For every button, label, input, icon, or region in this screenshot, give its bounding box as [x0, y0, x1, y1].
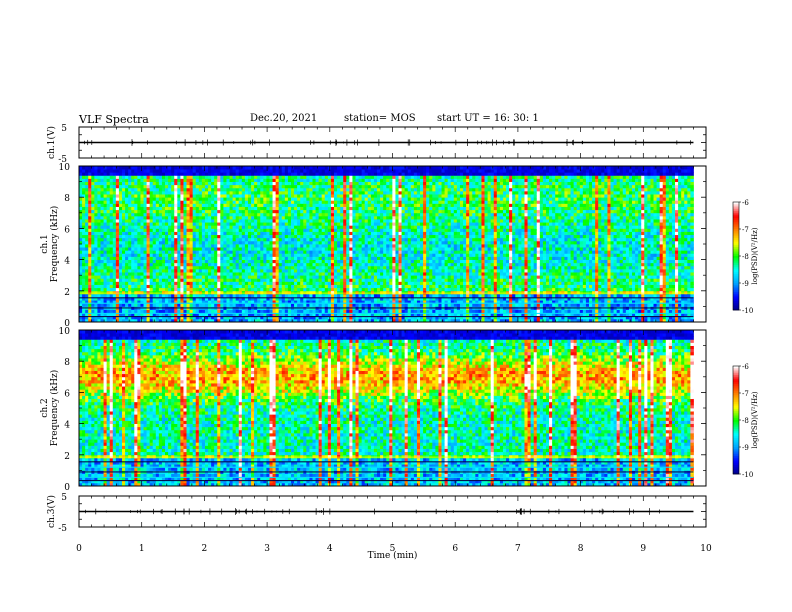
- ch2-spectrogram-ytick-0: 0: [64, 483, 70, 493]
- ch2-spectrogram-colorbar-label: log(PSD)(V²/Hz): [751, 391, 759, 448]
- xtick-0: 0: [76, 544, 82, 554]
- ch1-spectrogram-heatmap: [79, 166, 694, 322]
- xtick-2: 2: [202, 544, 208, 554]
- ch1-spectrogram-colorbar-tick-2: -8: [742, 253, 749, 261]
- xtick-10: 10: [700, 544, 712, 554]
- ch1-spectrogram-colorbar-tick-4: -10: [742, 307, 753, 315]
- ch2-spectrogram-colorbar-tick-1: -7: [742, 390, 749, 398]
- ch2-spectrogram-ytick-8: 8: [64, 358, 70, 368]
- ch1-spectrogram-ytick-10: 10: [59, 163, 71, 173]
- ch1-spectrogram-ytick-4: 4: [64, 257, 70, 267]
- ch2-spectrogram-colorbar: [733, 366, 741, 474]
- ch2-spectrogram-ylabel-channel: ch.2: [40, 398, 50, 417]
- ch3-signal-ytick-bottom: -5: [58, 524, 67, 534]
- xtick-9: 9: [640, 544, 646, 554]
- ch1-spectrogram-colorbar-tick-1: -7: [742, 226, 749, 234]
- ch2-spectrogram-heatmap: [79, 330, 694, 486]
- ch1-spectrogram-ytick-2: 2: [64, 288, 70, 298]
- ch1-spectrogram-colorbar: [733, 202, 741, 310]
- ch1-spectrogram-colorbar-tick-0: -6: [742, 199, 749, 207]
- ch1-spectrogram-colorbar-tick-3: -9: [742, 280, 749, 288]
- ch3-signal-ytick-top: 5: [61, 493, 67, 503]
- xtick-7: 7: [515, 544, 521, 554]
- ch3-signal-ylabel: ch.3(V): [46, 495, 57, 528]
- ch2-spectrogram-ytick-10: 10: [59, 327, 71, 337]
- x-axis-label: Time (min): [368, 550, 418, 561]
- ch1-spectrogram-ytick-6: 6: [64, 225, 70, 235]
- xtick-8: 8: [578, 544, 584, 554]
- ch1-spectrogram-ylabel-frequency: Frequency (kHz): [49, 206, 60, 283]
- ch2-spectrogram-colorbar-tick-0: -6: [742, 363, 749, 371]
- xtick-1: 1: [139, 544, 145, 554]
- xtick-6: 6: [452, 544, 458, 554]
- ch2-spectrogram-ylabel-frequency: Frequency (kHz): [49, 370, 60, 447]
- ch2-spectrogram-colorbar-tick-3: -9: [742, 444, 749, 452]
- ch2-spectrogram-colorbar-tick-2: -8: [742, 417, 749, 425]
- ch2-spectrogram-ytick-6: 6: [64, 389, 70, 399]
- ch1-signal-ylabel: ch.1(V): [46, 126, 57, 159]
- ch2-spectrogram-ytick-4: 4: [64, 421, 70, 431]
- ch1-spectrogram-ytick-8: 8: [64, 194, 70, 204]
- xtick-3: 3: [264, 544, 270, 554]
- ch1-spectrogram-colorbar-label: log(PSD)(V²/Hz): [751, 227, 759, 284]
- ch2-spectrogram-ytick-2: 2: [64, 452, 70, 462]
- ch1-signal-ytick-top: 5: [61, 124, 67, 134]
- ch2-spectrogram-colorbar-tick-4: -10: [742, 471, 753, 479]
- xtick-4: 4: [327, 544, 333, 554]
- ch1-spectrogram-ylabel-channel: ch.1: [40, 234, 50, 253]
